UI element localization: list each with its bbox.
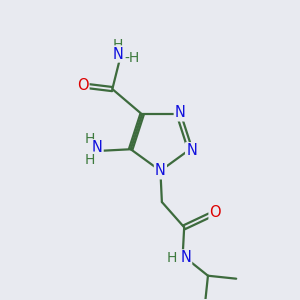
Text: H: H xyxy=(85,153,95,166)
Text: N: N xyxy=(92,140,103,155)
Text: -H: -H xyxy=(124,51,139,65)
Text: O: O xyxy=(210,205,221,220)
Text: O: O xyxy=(77,78,88,93)
Text: N: N xyxy=(175,105,186,120)
Text: N: N xyxy=(113,46,124,62)
Text: H: H xyxy=(166,251,177,265)
Text: H: H xyxy=(85,132,95,146)
Text: N: N xyxy=(186,143,197,158)
Text: N: N xyxy=(180,250,191,266)
Text: N: N xyxy=(155,163,166,178)
Text: H: H xyxy=(112,38,123,52)
